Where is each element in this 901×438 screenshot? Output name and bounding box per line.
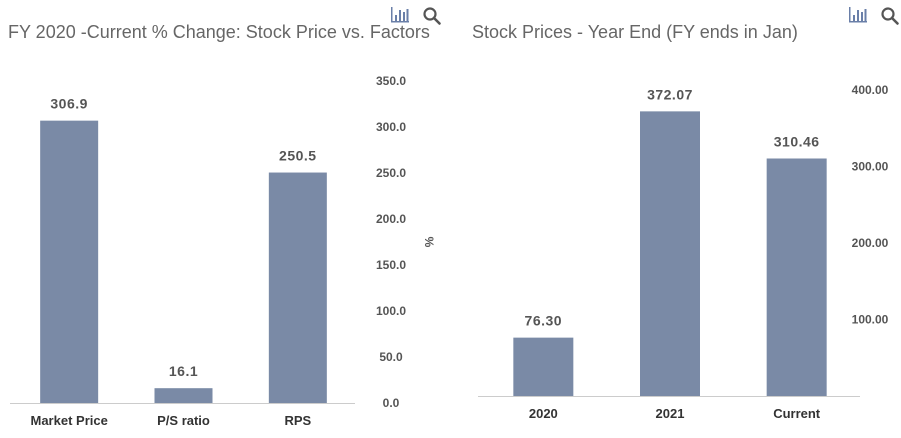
category-label: 2020 [529, 406, 558, 421]
y-tick-label: 300.0 [376, 120, 406, 134]
chart-toolbar [844, 6, 901, 28]
y-tick-label: 150.0 [376, 258, 406, 272]
y-tick-label: 350.0 [376, 74, 406, 88]
y-tick-label: 200.0 [376, 212, 406, 226]
bar [766, 158, 827, 396]
category-label: RPS [284, 413, 311, 428]
value-label: 250.5 [279, 148, 317, 164]
y-tick-label: 50.0 [379, 350, 403, 364]
value-label: 16.1 [169, 363, 198, 379]
chart-title: Stock Prices - Year End (FY ends in Jan) [472, 22, 798, 42]
search-icon[interactable] [422, 6, 442, 26]
bar [154, 388, 213, 403]
value-label: 76.30 [525, 313, 563, 329]
category-label: 2021 [656, 406, 685, 421]
y-tick-label: 400.00 [852, 83, 889, 97]
y-tick-label: 300.00 [852, 160, 889, 174]
bar [268, 172, 327, 403]
chart-panel-right: Stock Prices - Year End (FY ends in Jan)… [450, 0, 901, 438]
bar [40, 120, 99, 403]
category-label: Current [773, 406, 821, 421]
y-axis-label: % [422, 237, 436, 248]
bar-chart-icon[interactable] [848, 6, 868, 24]
value-label: 306.9 [50, 96, 88, 112]
value-label: 310.46 [774, 133, 820, 149]
chart-toolbar [386, 6, 446, 28]
category-label: P/S ratio [157, 413, 210, 428]
bar [513, 337, 574, 396]
chart-title: FY 2020 -Current % Change: Stock Price v… [8, 22, 430, 42]
y-tick-label: 250.0 [376, 166, 406, 180]
search-icon[interactable] [880, 6, 900, 26]
bar [640, 111, 700, 396]
y-tick-label: 0.0 [383, 396, 400, 410]
bar-chart-left: 306.9 Market Price 16.1 P/S ratio 250.5 RPS 0.… [10, 74, 436, 428]
bar-chart-right: 76.30 2020 372.07 2021 310.46 Current 100.00 20… [478, 83, 889, 421]
y-tick-label: 100.0 [376, 304, 406, 318]
bar-chart-icon[interactable] [390, 6, 410, 24]
value-label: 372.07 [647, 86, 693, 102]
y-tick-label: 100.00 [852, 313, 889, 327]
category-label: Market Price [31, 413, 108, 428]
y-tick-label: 200.00 [852, 236, 889, 250]
chart-panel-left: FY 2020 -Current % Change: Stock Price v… [0, 0, 441, 438]
